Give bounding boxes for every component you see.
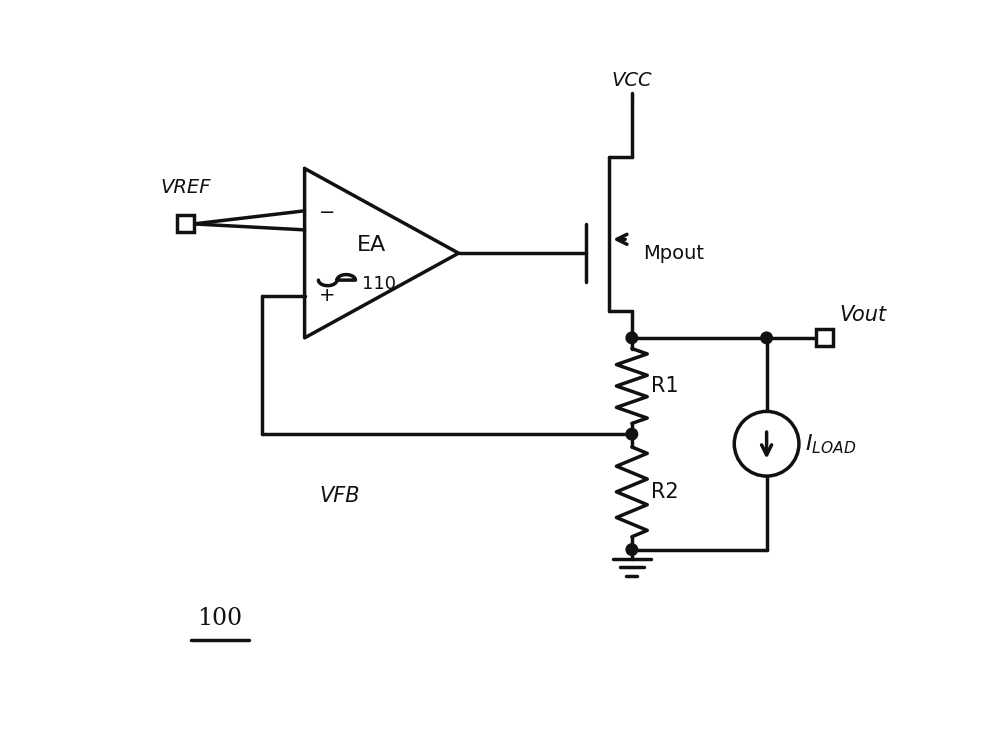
Text: $+$: $+$ bbox=[318, 286, 334, 305]
Circle shape bbox=[626, 332, 638, 344]
Circle shape bbox=[761, 332, 772, 344]
Text: R1: R1 bbox=[651, 376, 679, 396]
Text: 110: 110 bbox=[362, 275, 396, 293]
FancyBboxPatch shape bbox=[177, 215, 194, 233]
Text: VFB: VFB bbox=[319, 486, 360, 506]
Circle shape bbox=[734, 412, 799, 476]
FancyBboxPatch shape bbox=[816, 329, 833, 346]
Circle shape bbox=[626, 544, 638, 556]
Circle shape bbox=[626, 429, 638, 440]
Text: 100: 100 bbox=[197, 608, 242, 630]
Text: Vout: Vout bbox=[840, 305, 887, 325]
Text: R2: R2 bbox=[651, 482, 679, 502]
Text: Mpout: Mpout bbox=[643, 244, 704, 263]
Text: EA: EA bbox=[357, 236, 386, 256]
Text: VCC: VCC bbox=[612, 71, 652, 90]
Text: $I_{LOAD}$: $I_{LOAD}$ bbox=[805, 432, 856, 455]
Text: $-$: $-$ bbox=[318, 201, 334, 221]
Text: VREF: VREF bbox=[160, 178, 210, 197]
